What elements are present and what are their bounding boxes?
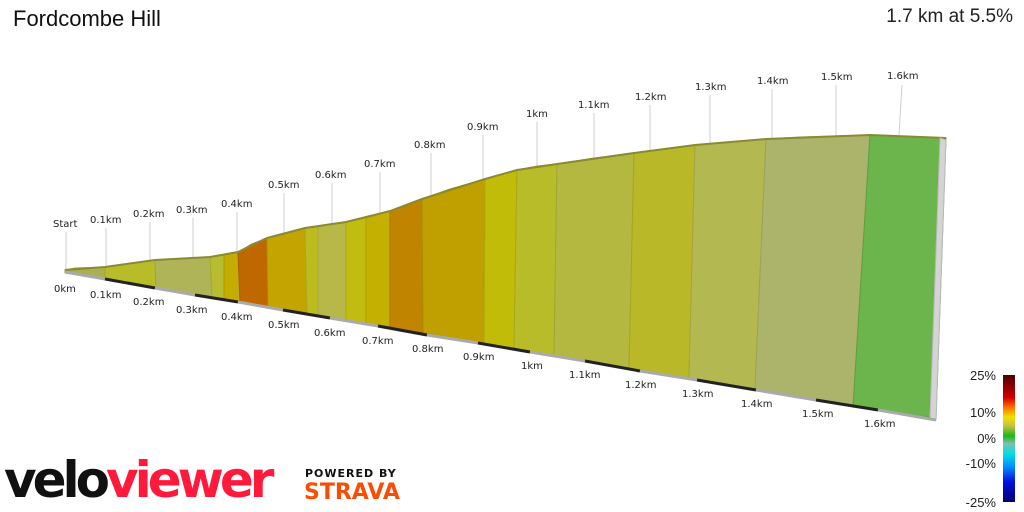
strava-logo: STRAVA	[304, 480, 400, 505]
svg-text:1.5km: 1.5km	[802, 409, 833, 420]
svg-text:0.5km: 0.5km	[268, 180, 299, 191]
powered-by-label: POWERED BY	[305, 467, 397, 480]
bottom-distance-labels: 0km 0.1km 0.2km 0.3km 0.4km 0.5km 0.6km …	[54, 284, 895, 430]
segment-9	[345, 217, 367, 324]
leader-lines	[65, 84, 903, 270]
svg-text:0.3km: 0.3km	[176, 305, 207, 316]
legend-label-neg10: -10%	[965, 456, 996, 471]
segment-16	[628, 144, 696, 379]
legend-label-25: 25%	[969, 368, 996, 383]
svg-text:1.6km: 1.6km	[864, 419, 895, 430]
svg-text:0.4km: 0.4km	[221, 199, 252, 210]
top-distance-labels: Start 0.1km 0.2km 0.3km 0.4km 0.5km 0.6k…	[53, 71, 918, 230]
segment-4	[223, 251, 241, 303]
svg-text:0.7km: 0.7km	[362, 336, 393, 347]
baseline	[64, 270, 937, 422]
veloviewer-logo: veloviewer	[4, 451, 274, 509]
segment-12	[421, 178, 486, 345]
svg-text:0.1km: 0.1km	[90, 215, 121, 226]
segment-13	[483, 169, 518, 350]
svg-text:Start: Start	[53, 219, 78, 230]
segment-title: Fordcombe Hill	[13, 6, 161, 31]
segment-14	[513, 163, 558, 357]
svg-text:1.4km: 1.4km	[741, 399, 772, 410]
svg-text:0.5km: 0.5km	[268, 320, 299, 331]
svg-text:1.2km: 1.2km	[635, 92, 666, 103]
legend-label-neg25: -25%	[965, 495, 996, 510]
svg-text:1.4km: 1.4km	[757, 76, 788, 87]
svg-text:1.3km: 1.3km	[695, 82, 726, 93]
segment-17	[688, 138, 767, 390]
svg-text:0.2km: 0.2km	[133, 297, 164, 308]
legend-label-10: 10%	[969, 405, 996, 420]
svg-text:1.5km: 1.5km	[821, 72, 852, 83]
segment-10	[365, 210, 391, 328]
svg-text:1km: 1km	[526, 109, 548, 120]
segment-15	[553, 152, 635, 369]
svg-text:0.9km: 0.9km	[467, 122, 498, 133]
svg-text:0.4km: 0.4km	[221, 312, 252, 323]
segment-5	[237, 237, 269, 308]
segment-summary: 1.7 km at 5.5%	[886, 6, 1013, 27]
segment-8	[317, 221, 347, 321]
svg-text:0.6km: 0.6km	[315, 170, 346, 181]
svg-text:0.6km: 0.6km	[314, 328, 345, 339]
gradient-color-scale	[1003, 375, 1015, 502]
svg-text:0.1km: 0.1km	[90, 290, 121, 301]
svg-text:1.1km: 1.1km	[578, 100, 609, 111]
svg-text:1.3km: 1.3km	[682, 389, 713, 400]
segment-6	[266, 227, 308, 314]
svg-text:0.2km: 0.2km	[133, 209, 164, 220]
svg-text:0.9km: 0.9km	[463, 352, 494, 363]
gradient-segments	[64, 134, 947, 419]
svg-text:0.8km: 0.8km	[412, 344, 443, 355]
svg-text:0.3km: 0.3km	[176, 205, 207, 216]
segment-11	[389, 198, 424, 334]
svg-text:1km: 1km	[521, 361, 543, 372]
segment-3	[209, 254, 225, 300]
segment-7	[304, 225, 319, 317]
svg-text:0km: 0km	[54, 284, 76, 295]
profile-ridge	[64, 133, 947, 271]
legend-label-0: 0%	[977, 431, 996, 446]
svg-text:1.2km: 1.2km	[625, 380, 656, 391]
svg-text:0.8km: 0.8km	[414, 140, 445, 151]
svg-text:1.6km: 1.6km	[887, 71, 918, 82]
svg-text:0.7km: 0.7km	[364, 159, 395, 170]
segment-18	[754, 134, 871, 408]
svg-text:1.1km: 1.1km	[569, 370, 600, 381]
